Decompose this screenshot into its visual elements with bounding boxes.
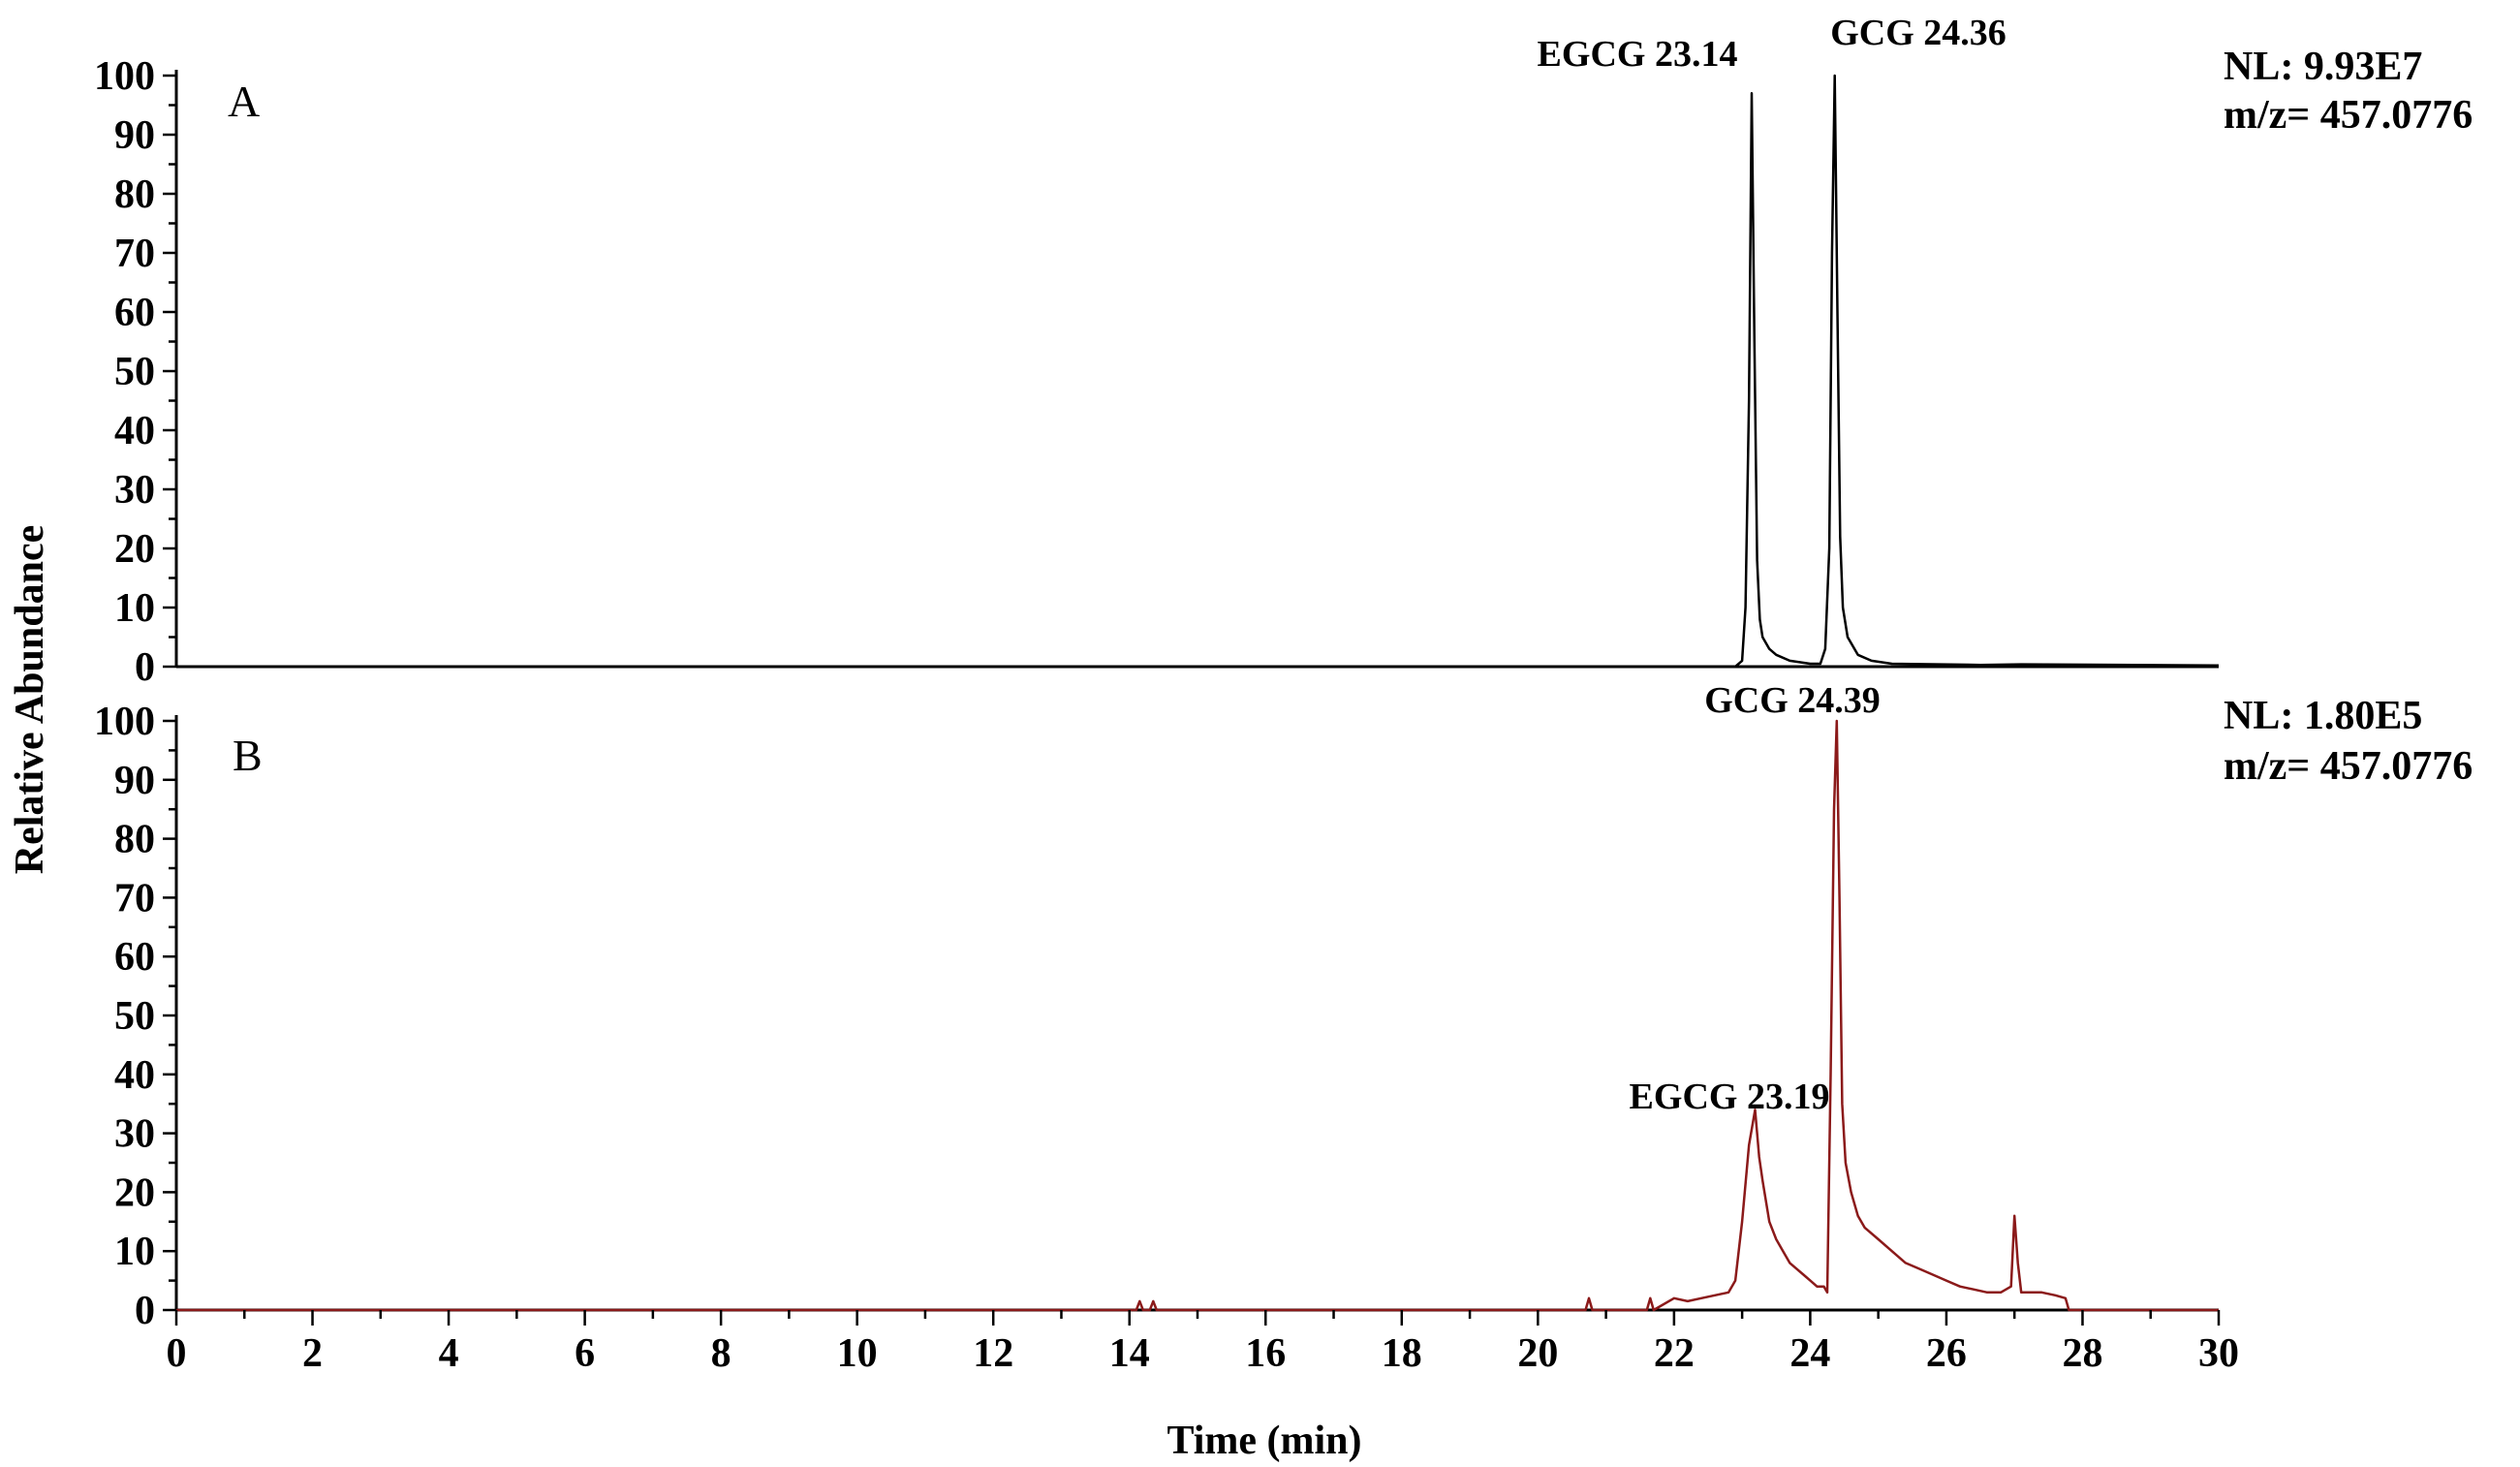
series-line (176, 719, 2219, 1312)
peak-label: EGCG 23.19 (1630, 1077, 1830, 1117)
y-axis-title: Relative Abundance (8, 525, 52, 875)
y-tick-label: 10 (114, 1230, 155, 1274)
x-tick-label: 30 (2198, 1331, 2239, 1376)
x-tick-label: 0 (167, 1331, 187, 1376)
x-tick-label: 16 (1245, 1331, 1286, 1376)
y-tick-label: 100 (94, 54, 155, 99)
y-tick-label: 40 (114, 1053, 155, 1098)
mz-value: m/z= 457.0776 (2224, 93, 2473, 138)
peak-label: GCG 24.36 (1830, 13, 2007, 53)
panel-b: 0 10 20 30 40 50 60 70 80 90 100 B NL: 1.80E5 m/z= 45… (94, 680, 2473, 1333)
x-tick-label: 8 (711, 1331, 731, 1376)
x-tick-label: 22 (1654, 1331, 1695, 1376)
x-axis: 0 2 4 6 8 10 12 14 16 18 20 22 24 26 28 30 (167, 1310, 2239, 1376)
mz-value: m/z= 457.0776 (2224, 744, 2473, 789)
x-tick-label: 6 (575, 1331, 595, 1376)
x-tick-label: 24 (1789, 1331, 1830, 1376)
y-tick-label: 30 (114, 1112, 155, 1157)
y-tick-label: 50 (114, 350, 155, 394)
x-tick-label: 26 (1926, 1331, 1967, 1376)
panel-letter: A (228, 77, 260, 126)
x-tick-label: 28 (2062, 1331, 2102, 1376)
y-tick-label: 0 (135, 1289, 155, 1333)
y-tick-label: 0 (135, 645, 155, 690)
x-tick-label: 10 (837, 1331, 878, 1376)
y-tick-label: 20 (114, 527, 155, 572)
peak-label: EGCG 23.14 (1538, 34, 1738, 75)
y-tick-label: 90 (114, 113, 155, 158)
x-tick-label: 18 (1382, 1331, 1422, 1376)
x-tick-label: 20 (1517, 1331, 1558, 1376)
y-tick-label: 70 (114, 232, 155, 276)
y-tick-label: 60 (114, 291, 155, 335)
x-tick-label: 2 (302, 1331, 323, 1376)
nl-value: NL: 1.80E5 (2224, 694, 2422, 738)
y-tick-label: 80 (114, 818, 155, 862)
x-tick-label: 12 (973, 1331, 1013, 1376)
x-tick-label: 14 (1109, 1331, 1150, 1376)
y-tick-label: 70 (114, 876, 155, 921)
y-tick-label: 40 (114, 409, 155, 453)
y-tick-label: 100 (94, 700, 155, 744)
y-tick-label: 60 (114, 935, 155, 980)
panel-letter: B (233, 731, 263, 780)
y-tick-label: 20 (114, 1170, 155, 1215)
y-tick-label: 30 (114, 468, 155, 513)
y-tick-label: 50 (114, 994, 155, 1039)
series-line (176, 74, 2220, 669)
peak-label: GCG 24.39 (1704, 680, 1881, 721)
nl-value: NL: 9.93E7 (2224, 45, 2422, 89)
y-tick-label: 80 (114, 172, 155, 217)
y-tick-label: 90 (114, 759, 155, 803)
y-tick-label: 10 (114, 586, 155, 631)
x-axis-title: Time (min) (1167, 1419, 1361, 1463)
x-tick-label: 4 (439, 1331, 459, 1376)
